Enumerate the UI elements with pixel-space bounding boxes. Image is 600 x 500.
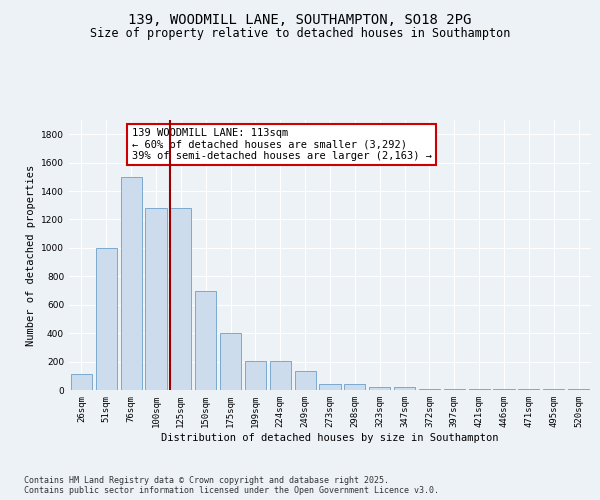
Bar xyxy=(170,208,191,390)
Text: Size of property relative to detached houses in Southampton: Size of property relative to detached ho… xyxy=(90,28,510,40)
Bar xyxy=(71,374,92,390)
Bar xyxy=(145,208,167,390)
Text: Contains HM Land Registry data © Crown copyright and database right 2025.
Contai: Contains HM Land Registry data © Crown c… xyxy=(24,476,439,495)
Bar xyxy=(344,384,365,390)
Bar xyxy=(295,371,316,390)
Bar xyxy=(469,388,490,390)
Bar xyxy=(245,361,266,390)
Y-axis label: Number of detached properties: Number of detached properties xyxy=(26,164,35,346)
Bar xyxy=(419,388,440,390)
Bar xyxy=(568,388,589,390)
Bar xyxy=(195,290,216,390)
Bar xyxy=(369,387,390,390)
Bar xyxy=(270,361,291,390)
Text: 139, WOODMILL LANE, SOUTHAMPTON, SO18 2PG: 139, WOODMILL LANE, SOUTHAMPTON, SO18 2P… xyxy=(128,12,472,26)
Bar xyxy=(319,384,341,390)
Bar xyxy=(394,387,415,390)
Bar xyxy=(444,388,465,390)
Text: 139 WOODMILL LANE: 113sqm
← 60% of detached houses are smaller (3,292)
39% of se: 139 WOODMILL LANE: 113sqm ← 60% of detac… xyxy=(131,128,431,162)
Bar xyxy=(220,333,241,390)
X-axis label: Distribution of detached houses by size in Southampton: Distribution of detached houses by size … xyxy=(161,432,499,442)
Bar xyxy=(121,177,142,390)
Bar xyxy=(96,248,117,390)
